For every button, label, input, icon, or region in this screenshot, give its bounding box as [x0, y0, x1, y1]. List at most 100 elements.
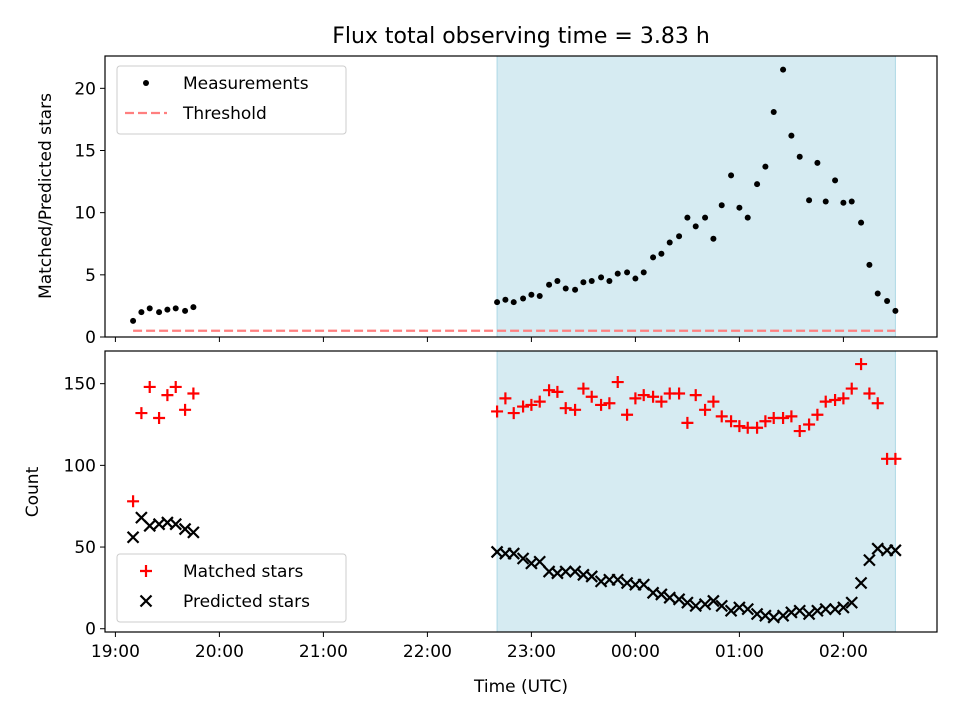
- x-tick-label: 22:00: [403, 642, 452, 662]
- measurement-point: [884, 297, 891, 304]
- x-tick-label: 21:00: [299, 642, 348, 662]
- matched-star-point: [621, 408, 634, 421]
- matched-star-point: [855, 358, 868, 371]
- matched-star-point: [143, 380, 156, 393]
- bottom-panel: Count Time (UTC) 0 50 100 150 19:00 20:00 21:0…: [23, 350, 938, 697]
- legend-label: Predicted stars: [183, 592, 310, 612]
- measurement-point: [822, 198, 829, 205]
- matched-star-point: [577, 382, 590, 395]
- matched-star-point: [637, 389, 650, 402]
- x-tick-label: 23:00: [507, 642, 556, 662]
- matched-star-point: [585, 390, 598, 403]
- x-tick-label: 00:00: [611, 642, 660, 662]
- predicted-star-point: [681, 596, 694, 609]
- predicted-star-point: [837, 601, 850, 614]
- measurement-point: [814, 159, 821, 166]
- matched-star-point: [673, 387, 686, 400]
- y-tick-label: 100: [64, 456, 96, 476]
- predicted-star-point: [776, 609, 790, 622]
- measurement-point: [858, 219, 865, 226]
- matched-star-point: [759, 415, 772, 428]
- predicted-star-point: [568, 565, 582, 578]
- predicted-star-point: [863, 553, 876, 567]
- measurement-point: [788, 132, 795, 139]
- matched-star-point: [845, 382, 858, 395]
- predicted-star-point: [793, 604, 806, 618]
- measurement-point: [744, 214, 751, 221]
- legend-box: [116, 65, 347, 135]
- measurement-point: [658, 250, 665, 257]
- matched-star-point: [525, 398, 538, 411]
- predicted-star-point: [698, 597, 712, 611]
- y-tick-label: 10: [74, 204, 96, 224]
- measurement-point: [172, 305, 179, 312]
- measurement-point: [728, 172, 735, 179]
- matched-star-point: [681, 416, 694, 429]
- legend-plus-marker: [140, 565, 152, 577]
- matched-star-point: [559, 402, 572, 415]
- legend-label: Measurements: [183, 74, 309, 94]
- matched-star-point: [507, 407, 520, 420]
- matched-star-point: [179, 403, 192, 416]
- matched-star-point: [811, 408, 824, 421]
- predicted-star-point: [178, 522, 192, 536]
- predicted-star-point: [845, 596, 858, 609]
- measurement-point: [666, 239, 673, 246]
- matched-star-point: [595, 398, 608, 411]
- chart-title: Flux total observing time = 3.83 h: [332, 24, 710, 49]
- x-axis-label: Time (UTC): [473, 677, 568, 697]
- measurement-point: [796, 153, 803, 160]
- matched-star-point: [153, 411, 166, 424]
- predicted-star-point: [889, 544, 902, 557]
- measurement-point: [580, 279, 587, 286]
- predicted-star-point: [585, 570, 598, 583]
- matched-star-point: [837, 392, 850, 405]
- legend-label: Threshold: [182, 104, 267, 124]
- matched-star-point: [491, 405, 504, 418]
- matched-star-point: [725, 415, 738, 428]
- legend-label: Matched stars: [183, 562, 303, 582]
- measurement-point: [146, 305, 153, 312]
- matched-star-point: [829, 394, 842, 407]
- matched-star-point: [785, 410, 798, 423]
- predicted-star-point: [724, 604, 738, 618]
- measurement-point: [762, 163, 769, 170]
- measurement-point: [874, 290, 881, 297]
- legend: Measurements Threshold: [116, 65, 347, 135]
- measurement-point: [190, 304, 197, 311]
- measurement-point: [780, 66, 787, 73]
- predicted-star-point: [187, 526, 200, 539]
- matched-star-point: [655, 395, 668, 408]
- y-tick-label: 50: [74, 538, 96, 558]
- matched-star-point: [707, 395, 720, 408]
- measurement-point: [598, 274, 605, 281]
- matched-star-point: [871, 397, 884, 410]
- measurement-point: [156, 309, 163, 316]
- measurement-point: [546, 281, 553, 288]
- measurement-point: [736, 204, 743, 211]
- measurement-point: [640, 269, 647, 276]
- legend: Matched stars Predicted stars: [116, 553, 347, 623]
- y-tick-label: 20: [74, 79, 96, 99]
- axes-frame: [104, 350, 938, 633]
- measurement-point: [502, 296, 509, 303]
- measurement-point: [130, 317, 137, 324]
- matched-star-point: [889, 452, 902, 465]
- measurement-point: [840, 199, 847, 206]
- matched-star-point: [187, 387, 200, 400]
- predicted-star-point: [707, 594, 720, 608]
- measurement-point: [632, 275, 639, 282]
- matched-star-point: [161, 389, 174, 402]
- measurement-point: [510, 299, 517, 306]
- measurement-point: [832, 177, 839, 184]
- predicted-star-point: [715, 599, 728, 613]
- measurement-point: [536, 292, 543, 299]
- axes-frame: [104, 55, 938, 338]
- measurement-point: [806, 197, 813, 204]
- y-tick-label: 150: [64, 375, 96, 395]
- measurement-point: [164, 306, 171, 313]
- legend-box: [116, 553, 347, 623]
- matched-star-point: [647, 390, 660, 403]
- matched-star-point: [127, 495, 140, 508]
